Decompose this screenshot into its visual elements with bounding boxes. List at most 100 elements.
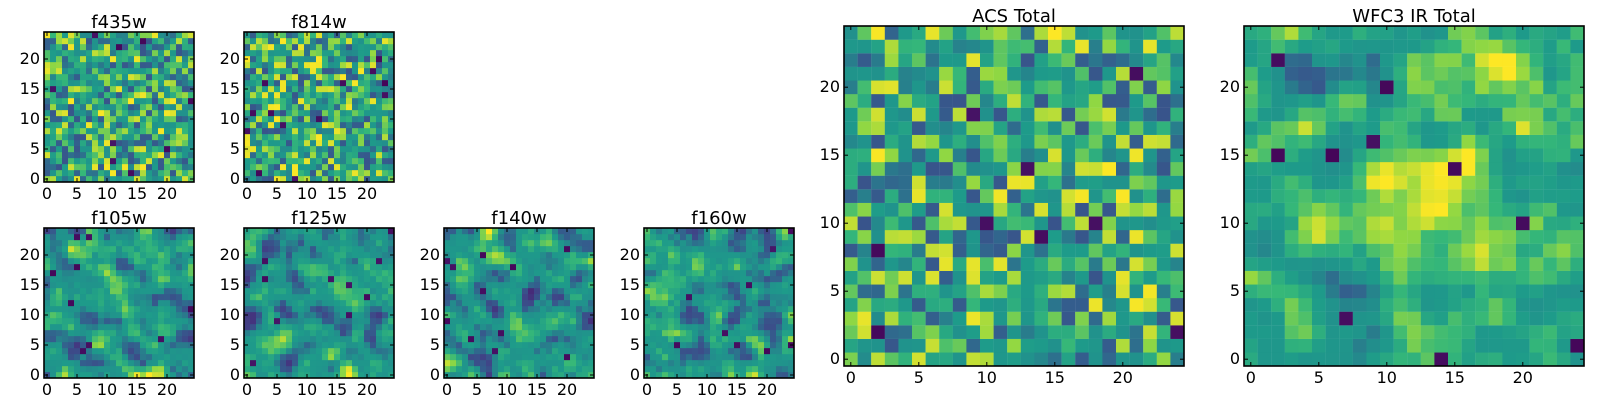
- x-tick-label: 5: [72, 184, 82, 203]
- heatmap-cell: [1143, 107, 1157, 122]
- heatmap-cell: [274, 98, 281, 105]
- heatmap-cell: [346, 92, 353, 99]
- heatmap-cell: [1257, 243, 1272, 258]
- heatmap-cell: [1325, 230, 1340, 244]
- heatmap-cell: [370, 98, 377, 105]
- heatmap-cell: [1156, 39, 1171, 54]
- heatmap-cell: [486, 276, 493, 283]
- heatmap-cell: [1366, 284, 1381, 299]
- heatmap-cell: [474, 300, 481, 307]
- heatmap-cell: [322, 240, 329, 247]
- heatmap-cell: [86, 348, 93, 355]
- heatmap-cell: [480, 312, 487, 319]
- heatmap-cell: [370, 330, 377, 337]
- heatmap-cell: [388, 68, 395, 75]
- heatmap-cell: [740, 246, 747, 253]
- heatmap-cell: [86, 342, 93, 349]
- heatmap-cell: [292, 294, 299, 301]
- heatmap-cell: [752, 282, 759, 289]
- heatmap-cell: [698, 246, 705, 253]
- heatmap-cell: [692, 306, 699, 313]
- heatmap-cell: [92, 300, 99, 307]
- heatmap-cell: [170, 288, 177, 295]
- heatmap-cell: [382, 288, 389, 295]
- heatmap-cell: [134, 306, 141, 313]
- heatmap-cell: [98, 282, 105, 289]
- heatmap-cell: [104, 330, 111, 337]
- heatmap-cell: [364, 354, 371, 361]
- heatmap-cell: [250, 134, 257, 141]
- heatmap-cell: [334, 140, 341, 147]
- heatmap-cell: [316, 164, 323, 171]
- heatmap-cell: [56, 152, 63, 159]
- heatmap-cell: [250, 330, 257, 337]
- heatmap-cell: [346, 128, 353, 135]
- heatmap-cell: [898, 66, 913, 81]
- heatmap-cell: [722, 228, 729, 235]
- heatmap-cell: [98, 32, 105, 39]
- heatmap-cell: [546, 342, 553, 349]
- heatmap-cell: [62, 38, 69, 45]
- heatmap-cell: [504, 342, 511, 349]
- heatmap-cell: [844, 298, 858, 312]
- heatmap-cell: [564, 354, 571, 361]
- heatmap-cell: [1502, 175, 1517, 190]
- heatmap-cell: [456, 324, 463, 331]
- heatmap-cell: [286, 134, 293, 141]
- heatmap-cell: [322, 164, 329, 171]
- heatmap-cell: [1407, 175, 1421, 190]
- heatmap-cell: [492, 336, 499, 343]
- heatmap-cell: [450, 348, 457, 355]
- heatmap-cell: [480, 252, 487, 259]
- heatmap-cell: [857, 162, 872, 176]
- heatmap-cell: [704, 306, 711, 313]
- heatmap-cell: [170, 176, 177, 183]
- heatmap-cell: [182, 282, 189, 289]
- heatmap-cell: [898, 121, 913, 135]
- heatmap-cell: [104, 56, 111, 63]
- heatmap-cell: [92, 116, 99, 123]
- heatmap-cell: [534, 300, 541, 307]
- heatmap-cell: [74, 62, 81, 69]
- heatmap-cell: [310, 354, 317, 361]
- heatmap-cell: [1034, 216, 1049, 231]
- heatmap-cell: [56, 56, 63, 63]
- heatmap-cell: [1075, 352, 1089, 367]
- heatmap-cell: [939, 189, 953, 203]
- heatmap-cell: [925, 26, 940, 40]
- heatmap-cell: [56, 32, 63, 39]
- heatmap-cell: [44, 336, 51, 343]
- heatmap-cell: [44, 264, 51, 271]
- heatmap-cell: [92, 158, 99, 165]
- heatmap-cell: [871, 66, 885, 81]
- heatmap-cell: [140, 336, 147, 343]
- heatmap-cell: [504, 288, 511, 295]
- heatmap-cell: [1034, 202, 1049, 217]
- heatmap-cell: [558, 240, 565, 247]
- heatmap-cell: [310, 140, 317, 147]
- heatmap-cell: [582, 276, 589, 283]
- heatmap-cell: [752, 360, 759, 367]
- heatmap-cell: [364, 74, 371, 81]
- heatmap-cell: [146, 116, 153, 123]
- heatmap-cell: [912, 352, 926, 367]
- heatmap-cell: [256, 170, 263, 177]
- heatmap-cell: [176, 372, 183, 379]
- heatmap-cell: [122, 146, 129, 153]
- heatmap-cell: [164, 240, 171, 247]
- heatmap-cell: [268, 264, 275, 271]
- heatmap-cell: [352, 306, 359, 313]
- heatmap-cell: [298, 318, 305, 325]
- heatmap-cell: [62, 240, 69, 247]
- heatmap-cell: [370, 170, 377, 177]
- heatmap-cell: [86, 134, 93, 141]
- heatmap-cell: [734, 360, 741, 367]
- heatmap-cell: [44, 164, 51, 171]
- heatmap-cell: [570, 294, 577, 301]
- heatmap-cell: [1156, 352, 1171, 367]
- heatmap-cell: [244, 62, 251, 69]
- heatmap-cell: [510, 318, 517, 325]
- heatmap-cell: [134, 252, 141, 259]
- heatmap-cell: [256, 140, 263, 147]
- heatmap-cell: [256, 234, 263, 241]
